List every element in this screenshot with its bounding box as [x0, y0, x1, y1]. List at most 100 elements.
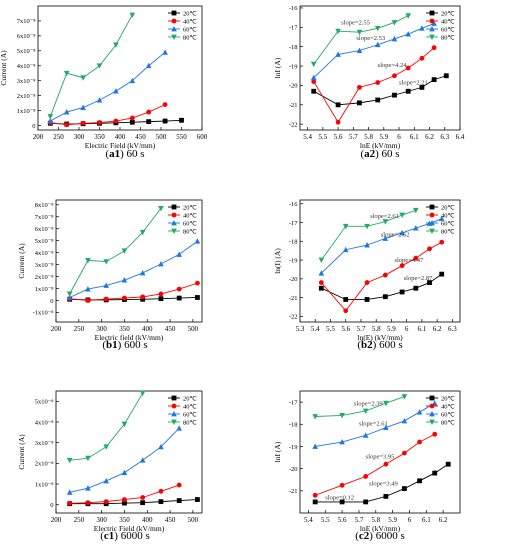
- data-point: [139, 229, 146, 236]
- data-point: [176, 295, 182, 301]
- y-tick-label: -21: [289, 102, 298, 109]
- legend-label: 80℃: [183, 228, 198, 235]
- data-point: [382, 219, 389, 225]
- x-axis-label: ln(E) (kV/mm): [357, 333, 403, 342]
- data-point: [85, 298, 91, 303]
- legend: 20℃40℃60℃80℃: [426, 10, 456, 41]
- data-point: [140, 495, 146, 500]
- data-point: [66, 291, 73, 297]
- data-point: [432, 470, 438, 476]
- data-point: [122, 295, 127, 301]
- data-point: [432, 431, 438, 437]
- data-point: [362, 408, 369, 414]
- legend-label: 20℃: [441, 395, 456, 402]
- caption-b1: (b1) 600 s: [102, 339, 148, 351]
- series-line: [315, 463, 449, 503]
- legend-marker: [429, 212, 435, 218]
- data-point: [162, 102, 168, 108]
- data-point: [103, 444, 109, 450]
- series-line: [69, 240, 198, 298]
- data-point: [413, 225, 419, 231]
- x-tick-label: 500: [156, 133, 167, 141]
- y-tick-label: -18: [289, 239, 298, 246]
- legend-marker: [171, 34, 177, 40]
- data-point: [158, 443, 164, 450]
- data-point: [362, 432, 369, 438]
- y-tick-label: -21: [289, 488, 298, 495]
- data-point: [113, 88, 119, 94]
- y-tick-label: -17: [289, 220, 298, 227]
- legend-label: 80℃: [441, 228, 456, 235]
- data-point: [357, 100, 362, 106]
- y-tick-label: -17: [289, 399, 298, 406]
- y-tick-label: 3x10⁻⁸: [35, 262, 54, 269]
- series-line: [313, 47, 435, 124]
- data-point: [439, 239, 445, 245]
- series-line: [313, 23, 435, 79]
- data-point: [416, 409, 423, 415]
- series-80℃: [66, 390, 146, 464]
- series-40℃: [311, 45, 437, 125]
- legend-marker: [429, 18, 435, 24]
- slope-annotation: slope=2.55: [341, 19, 370, 26]
- data-point: [140, 294, 146, 300]
- legend-marker: [171, 26, 177, 32]
- series-20℃: [311, 73, 449, 108]
- x-axis-label: lnE (kV/mm): [360, 141, 401, 150]
- series-80℃: [312, 394, 408, 420]
- legend-label: 80℃: [441, 34, 456, 41]
- x-tick-label: 5.4: [311, 325, 320, 333]
- data-point: [85, 500, 91, 506]
- data-point: [431, 45, 437, 51]
- x-axis-label: lnE (kV/mm): [360, 524, 401, 533]
- legend-label: 20℃: [183, 204, 198, 211]
- x-tick-label: 300: [74, 133, 85, 141]
- x-tick-label: 600: [197, 133, 208, 141]
- data-point: [391, 20, 398, 26]
- data-point: [438, 215, 445, 222]
- x-tick-label: 6.3: [440, 133, 449, 141]
- data-point: [318, 257, 325, 264]
- data-point: [363, 499, 369, 505]
- caption-a1: (a1) 60 s: [105, 148, 145, 160]
- data-point: [427, 246, 432, 252]
- x-tick-label: 6: [405, 325, 409, 333]
- x-tick-label: 5.5: [321, 516, 330, 524]
- data-point: [145, 62, 152, 69]
- data-point: [335, 28, 341, 35]
- data-point: [63, 109, 70, 115]
- series-line: [320, 209, 416, 261]
- data-point: [413, 255, 419, 261]
- data-point: [364, 242, 370, 248]
- y-axis-label: Current (A): [0, 50, 8, 86]
- data-point: [158, 296, 164, 302]
- data-point: [363, 474, 369, 479]
- legend: 20℃40℃60℃80℃: [426, 395, 456, 426]
- data-point: [419, 25, 425, 31]
- y-tick-label: -22: [289, 121, 298, 128]
- x-tick-label: 5.3: [296, 325, 305, 333]
- chart-a1: 200 250 300 350 400 450 500 550 600 0 1x10⁻⁸ 2x10⁻⁸…: [0, 5, 208, 150]
- data-point: [129, 12, 136, 18]
- legend-marker: [171, 212, 177, 218]
- data-point: [312, 443, 318, 449]
- series-80℃: [47, 12, 136, 120]
- series-20℃: [312, 461, 451, 505]
- data-point: [402, 450, 407, 456]
- data-point: [96, 97, 103, 103]
- caption-c1: (c1) 6000 s: [100, 530, 150, 542]
- series-60℃: [312, 400, 438, 449]
- legend-label: 80℃: [183, 34, 198, 41]
- legend-label: 60℃: [183, 26, 198, 33]
- data-point: [139, 457, 146, 463]
- legend-marker: [171, 228, 177, 234]
- x-tick-label: 450: [165, 516, 176, 524]
- data-point: [375, 80, 381, 85]
- data-point: [383, 400, 389, 407]
- data-point: [335, 102, 341, 108]
- x-tick-label: 5.7: [357, 325, 366, 333]
- y-axis-label: lnI (A): [273, 57, 282, 78]
- data-point: [96, 63, 103, 69]
- data-point: [129, 115, 135, 121]
